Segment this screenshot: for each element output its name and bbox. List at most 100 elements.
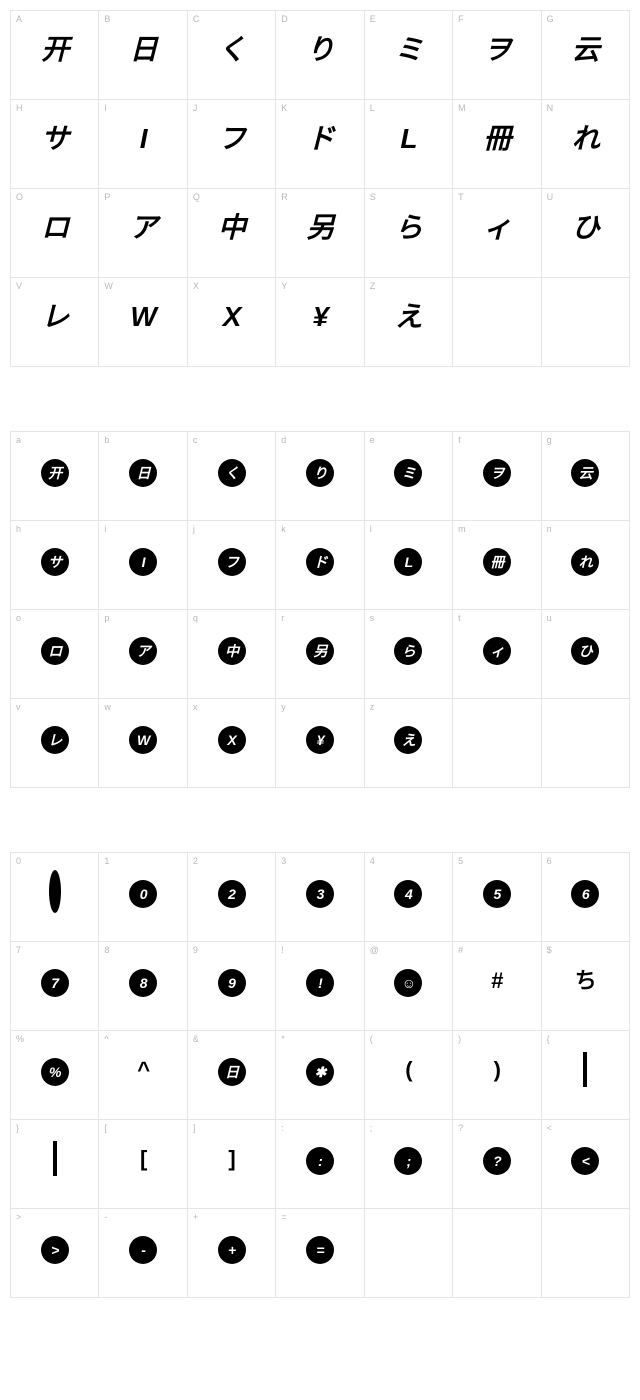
glyph-cell: oロ — [11, 610, 99, 699]
glyph-cell: r另 — [276, 610, 364, 699]
cell-label: 9 — [193, 945, 198, 955]
glyph: X — [218, 722, 246, 754]
cell-label: t — [458, 613, 461, 623]
glyph: ヲ — [483, 455, 511, 487]
glyph-cell: } — [11, 1120, 99, 1209]
glyph-cell: Hサ — [11, 100, 99, 189]
cell-label: Q — [193, 192, 200, 202]
glyph: ィ — [483, 214, 510, 242]
glyph: 日 — [218, 1054, 246, 1086]
cell-label: u — [547, 613, 552, 623]
cell-label: J — [193, 103, 198, 113]
cell-label: 4 — [370, 856, 375, 866]
glyph-cell: (( — [365, 1031, 453, 1120]
cell-label: ) — [458, 1034, 461, 1044]
glyph: X — [223, 303, 241, 331]
glyph: 中 — [218, 214, 245, 242]
glyph-cell: a开 — [11, 432, 99, 521]
glyph-cell: y¥ — [276, 699, 364, 788]
glyph-cell: Dり — [276, 11, 364, 100]
glyph-cell: Y¥ — [276, 278, 364, 367]
glyph: + — [218, 1232, 246, 1264]
cell-label: $ — [547, 945, 552, 955]
cell-label: { — [547, 1034, 550, 1044]
glyph-cell: $ち — [542, 942, 630, 1031]
cell-label: Y — [281, 281, 287, 291]
cell-label: A — [16, 14, 22, 24]
glyph: > — [41, 1232, 69, 1264]
cell-label: 0 — [16, 856, 21, 866]
glyph: < — [571, 1143, 599, 1175]
glyph-cell: Tィ — [453, 189, 541, 278]
glyph-cell: { — [542, 1031, 630, 1120]
glyph-cell: *✱ — [276, 1031, 364, 1120]
glyph: W — [129, 722, 157, 754]
glyph: ☺ — [394, 965, 422, 997]
glyph: 另 — [306, 633, 334, 665]
cell-label: K — [281, 103, 287, 113]
cell-label: g — [547, 435, 552, 445]
glyph-cell: 88 — [99, 942, 187, 1031]
glyph-cell: m冊 — [453, 521, 541, 610]
glyph: # — [491, 970, 502, 992]
cell-label: E — [370, 14, 376, 24]
glyph-cell: :: — [276, 1120, 364, 1209]
glyph: ア — [129, 633, 157, 665]
cell-label: > — [16, 1212, 21, 1222]
cell-label: z — [370, 702, 375, 712]
glyph-cell: 44 — [365, 853, 453, 942]
cell-label: l — [370, 524, 372, 534]
glyph-cell: << — [542, 1120, 630, 1209]
glyph-cell: == — [276, 1209, 364, 1298]
cell-label: c — [193, 435, 198, 445]
glyph: ¥ — [313, 303, 328, 331]
glyph-cell: iI — [99, 521, 187, 610]
cell-label: L — [370, 103, 375, 113]
cell-label: s — [370, 613, 375, 623]
cell-label: k — [281, 524, 286, 534]
glyph: 日 — [130, 36, 157, 64]
cell-label: v — [16, 702, 21, 712]
glyph-cell: ++ — [188, 1209, 276, 1298]
glyph: ^ — [137, 1059, 149, 1081]
glyph-cell: )) — [453, 1031, 541, 1120]
glyph: 开 — [41, 455, 69, 487]
cell-label: D — [281, 14, 288, 24]
cell-label: h — [16, 524, 21, 534]
glyph-cell: wW — [99, 699, 187, 788]
glyph: フ — [218, 125, 245, 153]
cell-label: 1 — [104, 856, 109, 866]
cell-label: w — [104, 702, 111, 712]
cell-label: @ — [370, 945, 379, 955]
glyph-cell: sら — [365, 610, 453, 699]
glyph: ア — [130, 214, 157, 242]
glyph: I — [129, 544, 157, 576]
cell-label: & — [193, 1034, 199, 1044]
glyph: れ — [572, 125, 599, 153]
glyph: ; — [394, 1143, 422, 1175]
glyph-cell: 33 — [276, 853, 364, 942]
cell-label: 8 — [104, 945, 109, 955]
glyph-cell: LL — [365, 100, 453, 189]
glyph-cell: Fヲ — [453, 11, 541, 100]
empty-cell — [453, 278, 541, 367]
empty-cell — [542, 699, 630, 788]
glyph: 7 — [41, 965, 69, 997]
glyph: ら — [394, 633, 422, 665]
glyph-cell: %% — [11, 1031, 99, 1120]
cell-label: B — [104, 14, 110, 24]
glyph: - — [129, 1232, 157, 1264]
glyph: フ — [218, 544, 246, 576]
cell-label: # — [458, 945, 463, 955]
cell-label: H — [16, 103, 23, 113]
cell-label: n — [547, 524, 552, 534]
glyph-cell: ;; — [365, 1120, 453, 1209]
empty-cell — [453, 1209, 541, 1298]
glyph-cell: nれ — [542, 521, 630, 610]
cell-label: S — [370, 192, 376, 202]
cell-label: M — [458, 103, 466, 113]
cell-label: : — [281, 1123, 284, 1133]
cell-label: = — [281, 1212, 286, 1222]
cell-label: F — [458, 14, 464, 24]
cell-label: m — [458, 524, 466, 534]
